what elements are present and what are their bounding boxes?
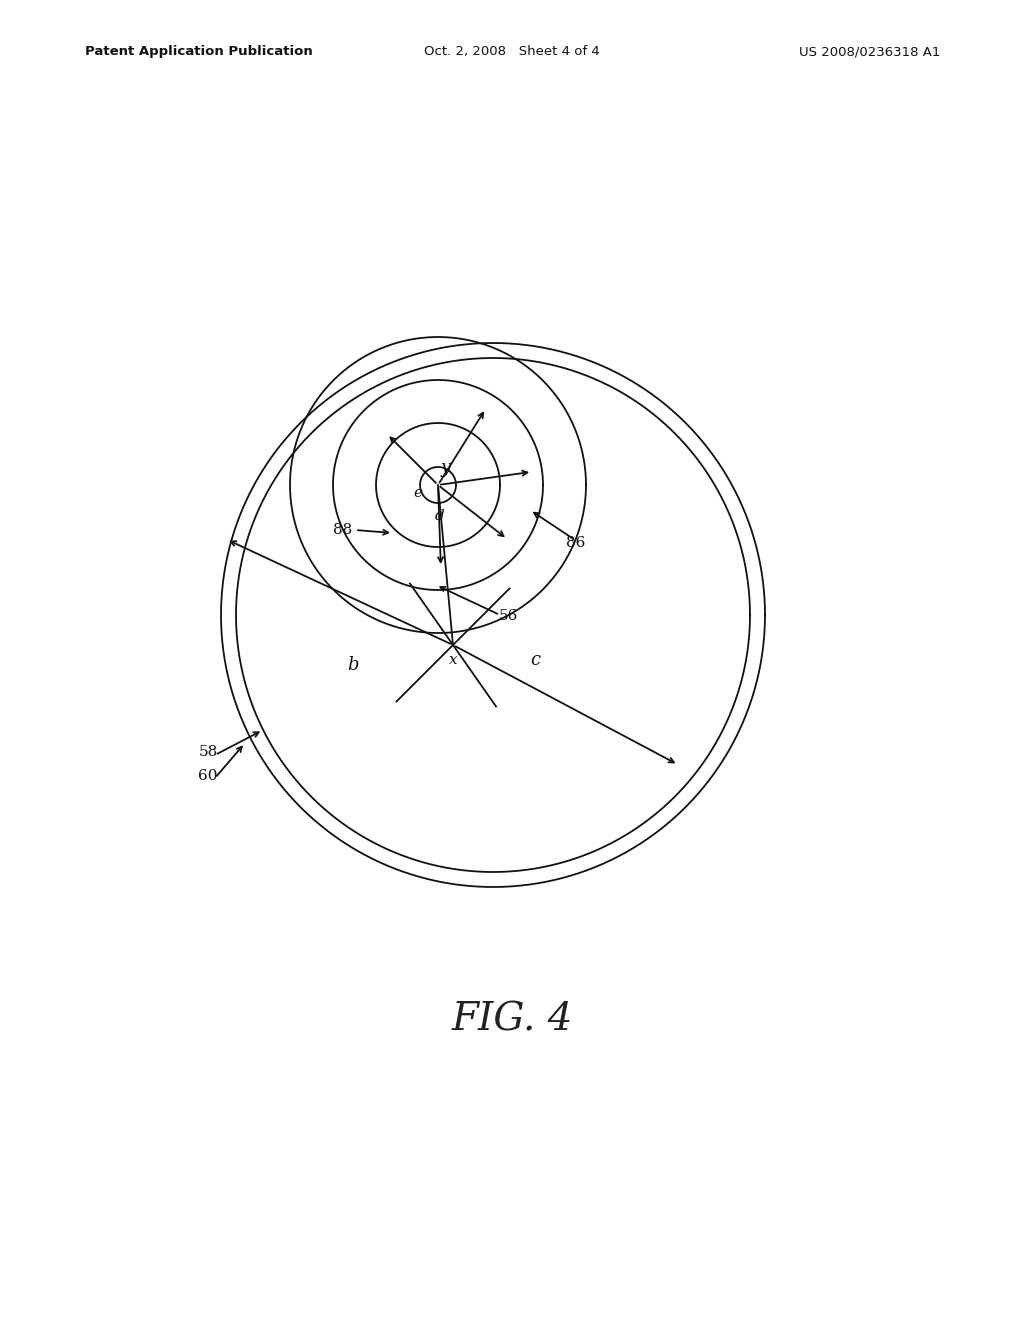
Text: 56: 56	[499, 609, 518, 623]
Text: x: x	[449, 653, 458, 667]
Text: Patent Application Publication: Patent Application Publication	[85, 45, 312, 58]
Text: Oct. 2, 2008   Sheet 4 of 4: Oct. 2, 2008 Sheet 4 of 4	[424, 45, 600, 58]
Text: 86: 86	[566, 536, 586, 550]
Text: 88: 88	[334, 523, 352, 537]
Text: c: c	[530, 651, 540, 669]
Text: 58: 58	[199, 744, 218, 759]
Text: d: d	[435, 510, 444, 523]
Text: b: b	[347, 656, 358, 675]
Text: US 2008/0236318 A1: US 2008/0236318 A1	[799, 45, 940, 58]
Text: y: y	[441, 459, 451, 477]
Text: e: e	[414, 486, 423, 500]
Text: FIG. 4: FIG. 4	[452, 1002, 572, 1039]
Text: 60: 60	[199, 770, 218, 783]
